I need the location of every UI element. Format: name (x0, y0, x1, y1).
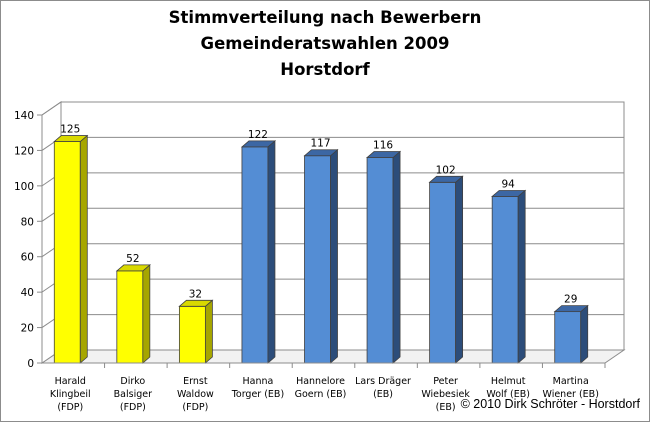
x-tick-label: (FDP) (57, 402, 83, 413)
chart-title-line-1: Stimmverteilung nach Bewerbern (168, 8, 482, 27)
x-tick-label: Wolf (EB) (486, 389, 530, 400)
data-label: 94 (501, 178, 515, 190)
x-tick-label: Waldow (177, 389, 214, 400)
bar-front (366, 157, 394, 364)
x-tick-label: Wiebesiek (421, 389, 470, 400)
bar-top (428, 175, 464, 183)
bar-front (241, 146, 269, 364)
bar-top (491, 190, 527, 197)
bar-side (79, 134, 88, 364)
x-tick-label: (FDP) (182, 402, 208, 413)
bar-side (330, 148, 338, 364)
y-tick-label: 0 (27, 358, 34, 370)
data-label: 102 (436, 164, 456, 176)
data-label: 29 (564, 294, 577, 306)
y-tick-label: 80 (21, 216, 34, 228)
x-tick-label: Hanna (243, 376, 274, 387)
x-tick-label: Helmut (491, 376, 526, 387)
data-label: 125 (60, 124, 80, 136)
x-tick-label: Dirko (120, 376, 145, 387)
y-tick-label: 40 (21, 287, 34, 299)
data-label: 117 (310, 138, 330, 150)
x-tick-label: (EB) (373, 389, 393, 400)
bar-front (53, 141, 81, 364)
bar-top (178, 299, 214, 307)
x-tick-label: Torger (EB) (231, 389, 284, 400)
bar-top (115, 264, 151, 272)
bar-side (204, 299, 213, 364)
x-tick-label: Balsiger (114, 389, 152, 400)
bar-side (142, 264, 151, 364)
data-label: 122 (248, 129, 268, 141)
x-tick-label: Lars Dräger (355, 376, 411, 387)
bar-front (429, 181, 457, 364)
x-tick-label: Peter (433, 376, 458, 387)
x-tick-label: Goern (EB) (295, 389, 347, 400)
x-tick-label: Klingbeil (50, 389, 91, 400)
y-tick-label: 60 (21, 252, 34, 264)
bar-front (554, 311, 582, 364)
bar-side (392, 150, 401, 364)
data-label: 116 (373, 140, 393, 152)
x-tick-label: Hannelore (296, 376, 345, 387)
data-label: 52 (126, 253, 139, 265)
x-tick-label: Martina (553, 376, 589, 387)
bar-top (365, 151, 402, 158)
bar-top (553, 305, 589, 313)
bar-front (178, 305, 206, 364)
x-tick-label: (FDP) (120, 402, 146, 413)
chart-title-line-2: Gemeinderatswahlen 2009 (200, 34, 450, 53)
bar-top (53, 135, 89, 142)
x-tick-label: Wiener (EB) (543, 389, 599, 400)
y-tick-label: 140 (14, 110, 34, 122)
bar-side (267, 140, 276, 364)
bar-top (303, 149, 339, 157)
copyright-text: © 2010 Dirk Schröter - Horstdorf (460, 397, 640, 411)
bar-side (517, 189, 526, 364)
data-label: 32 (189, 288, 202, 300)
bar-front (491, 196, 519, 364)
bar-front (304, 155, 331, 364)
bar-top (240, 140, 277, 148)
y-tick-label: 120 (14, 145, 34, 157)
y-tick-label: 20 (21, 323, 34, 335)
bar-front (116, 270, 144, 364)
x-tick-label: Ernst (183, 376, 208, 387)
chart-title-line-3: Horstdorf (280, 60, 370, 79)
bar-side (455, 175, 464, 364)
x-tick-label: Harald (55, 376, 86, 387)
y-tick-label: 100 (14, 181, 34, 193)
x-tick-label: (EB) (436, 402, 456, 413)
bar-side (580, 304, 589, 364)
gridline (41, 101, 624, 116)
